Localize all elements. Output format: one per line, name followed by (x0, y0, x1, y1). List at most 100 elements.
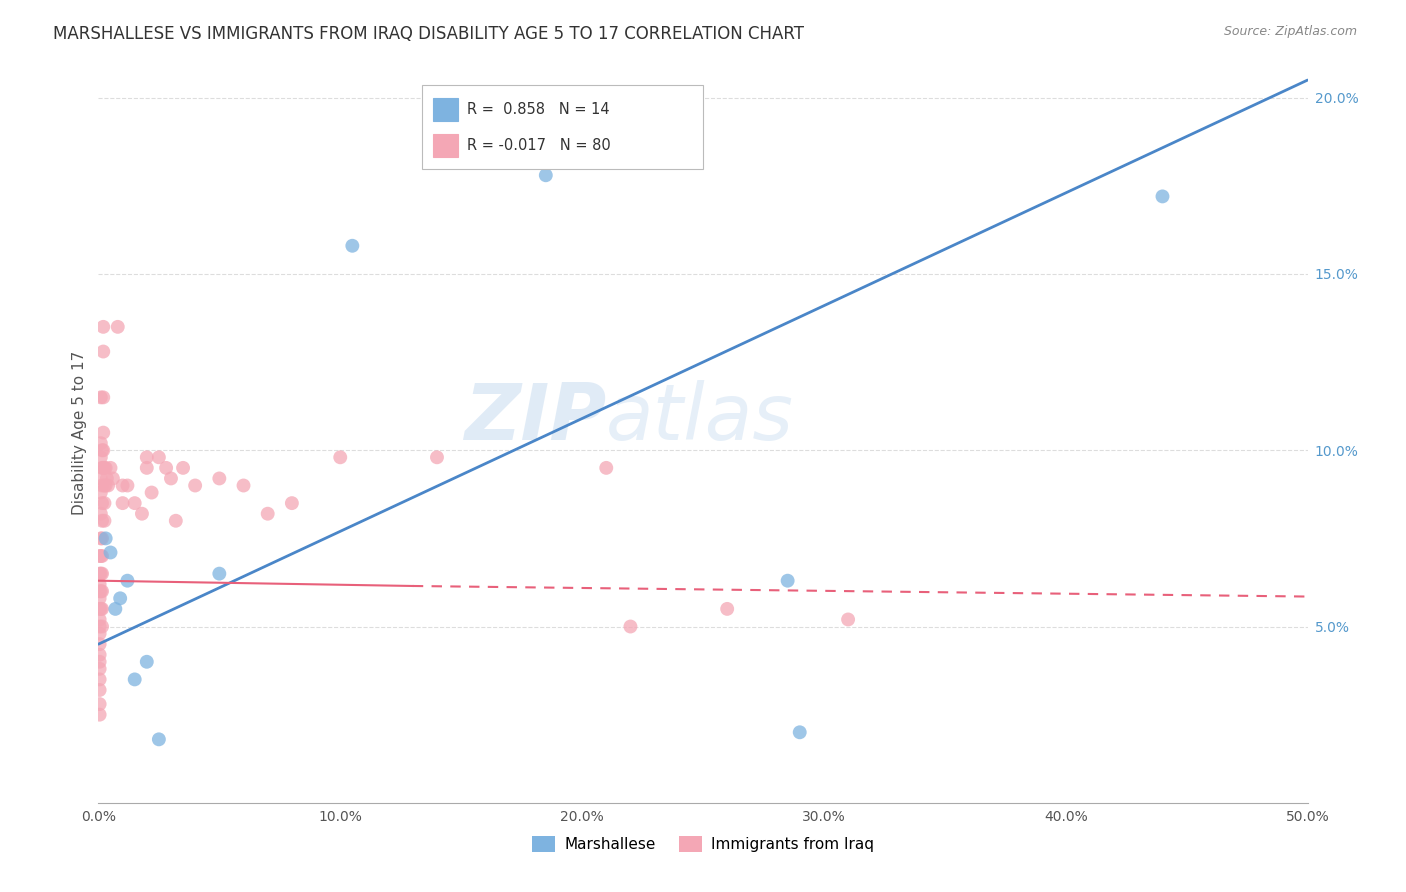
Point (91, 390, 114, 404)
Point (93, 496, 115, 510)
Point (108, 591, 131, 606)
Point (91, 514, 114, 528)
Point (148, 450, 170, 465)
Point (90, 471, 112, 485)
Point (89, 626, 111, 640)
Point (90, 485, 112, 500)
Point (90, 507, 112, 521)
Point (89, 697, 111, 711)
Point (89, 612, 111, 626)
Point (117, 478, 139, 492)
Point (90, 566, 112, 581)
Point (91, 344, 114, 359)
Point (91, 602, 114, 616)
Point (90, 584, 112, 599)
Point (89, 648, 111, 662)
Point (329, 450, 352, 465)
Point (90, 602, 112, 616)
Point (91, 425, 114, 440)
Point (91, 478, 114, 492)
Point (111, 478, 134, 492)
Text: MARSHALLESE VS IMMIGRANTS FROM IRAQ DISABILITY AGE 5 TO 17 CORRELATION CHART: MARSHALLESE VS IMMIGRANTS FROM IRAQ DISA… (53, 25, 804, 43)
Point (89, 591, 111, 606)
Point (426, 450, 449, 465)
Point (91, 566, 114, 581)
Point (89, 549, 111, 563)
Point (96, 471, 118, 485)
Point (89, 577, 111, 591)
Point (91, 619, 114, 633)
Point (89, 673, 111, 687)
Point (89, 619, 111, 633)
Point (135, 450, 157, 465)
Point (595, 461, 617, 475)
Point (619, 619, 641, 633)
Point (155, 461, 177, 475)
Text: ZIP: ZIP (464, 380, 606, 456)
Point (93, 478, 115, 492)
Point (124, 496, 146, 510)
Point (89, 602, 111, 616)
Point (91, 584, 114, 599)
Point (100, 545, 122, 559)
Point (208, 566, 231, 581)
Point (256, 507, 278, 521)
Point (131, 507, 153, 521)
Point (135, 461, 157, 475)
Point (94, 478, 117, 492)
Point (90, 532, 112, 546)
Point (94, 461, 117, 475)
Point (91, 319, 114, 334)
Point (89, 662, 111, 676)
Point (716, 602, 738, 616)
Point (91, 461, 114, 475)
Point (789, 725, 811, 739)
Point (93, 461, 115, 475)
Legend: Marshallese, Immigrants from Iraq: Marshallese, Immigrants from Iraq (526, 830, 880, 858)
Point (107, 319, 129, 334)
Point (281, 496, 304, 510)
Point (90, 390, 112, 404)
Point (101, 471, 124, 485)
Text: atlas: atlas (606, 380, 794, 456)
Point (91, 443, 114, 458)
Point (91, 443, 114, 458)
Point (89, 707, 111, 722)
Y-axis label: Disability Age 5 to 17: Disability Age 5 to 17 (72, 351, 87, 515)
Point (135, 655, 157, 669)
Point (89, 683, 111, 698)
Point (93, 514, 115, 528)
Point (232, 478, 254, 492)
Point (89, 637, 111, 651)
Point (141, 485, 163, 500)
Point (104, 602, 127, 616)
Point (148, 732, 170, 747)
Text: R =  0.858   N = 14: R = 0.858 N = 14 (467, 103, 609, 117)
Point (124, 673, 146, 687)
Point (776, 574, 799, 588)
Point (184, 478, 207, 492)
Text: Source: ZipAtlas.com: Source: ZipAtlas.com (1223, 25, 1357, 38)
Point (837, 612, 859, 626)
Point (89, 584, 111, 599)
Point (91, 549, 114, 563)
Point (100, 461, 122, 475)
Point (89, 566, 111, 581)
Point (91, 532, 114, 546)
Text: R = -0.017   N = 80: R = -0.017 N = 80 (467, 138, 610, 153)
Point (160, 471, 183, 485)
Point (90, 450, 112, 465)
Point (534, 168, 557, 182)
Point (111, 496, 134, 510)
Point (94, 532, 117, 546)
Point (117, 574, 139, 588)
Point (342, 239, 364, 253)
Point (91, 461, 114, 475)
Point (1152, 189, 1174, 203)
Point (165, 514, 187, 528)
Point (97, 478, 120, 492)
Point (89, 655, 111, 669)
Point (90, 549, 112, 563)
Point (90, 436, 112, 450)
Point (91, 496, 114, 510)
